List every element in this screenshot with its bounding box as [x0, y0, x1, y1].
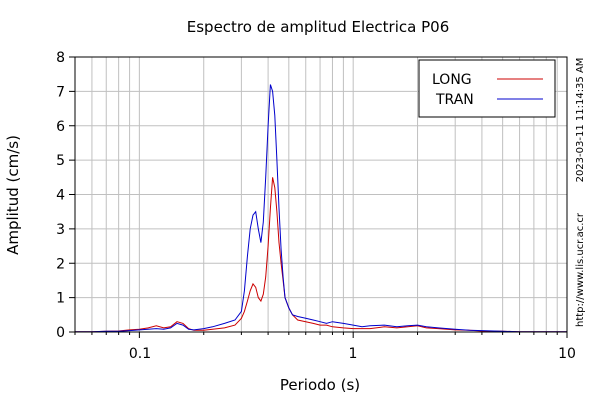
- legend-label-tran: TRAN: [435, 92, 474, 108]
- series-line-long: [75, 177, 567, 333]
- y-axis-label: Amplitud (cm/s): [4, 135, 22, 255]
- y-tick-label: 1: [56, 291, 65, 307]
- x-tick-label: 1: [349, 346, 358, 362]
- website-url-text: http://www.lis.ucr.ac.cr: [575, 212, 586, 327]
- y-tick-label: 7: [56, 84, 65, 100]
- axis-ticks: [69, 56, 568, 338]
- x-tick-label: 10: [558, 346, 576, 362]
- y-tick-label: 5: [56, 153, 65, 169]
- legend-label-long: LONG: [432, 72, 472, 88]
- y-tick-label: 3: [56, 222, 65, 238]
- x-tick-label: 0.1: [129, 346, 151, 362]
- y-tick-labels: 0 1 2 3 4 5 6 7 8: [56, 50, 65, 341]
- legend: LONG TRAN: [418, 59, 556, 118]
- timestamp-text: 2023-03-11 11:14:35 AM: [575, 58, 586, 183]
- y-tick-label: 0: [56, 325, 65, 341]
- y-tick-label: 4: [56, 188, 65, 204]
- y-tick-label: 6: [56, 119, 65, 135]
- chart-title: Espectro de amplitud Electrica P06: [187, 18, 450, 36]
- y-tick-label: 8: [56, 50, 65, 66]
- series-line-tran: [75, 84, 567, 333]
- y-tick-label: 2: [56, 256, 65, 272]
- series-lines: [75, 84, 567, 333]
- legend-box: [418, 59, 556, 118]
- x-axis-label: Periodo (s): [280, 376, 360, 394]
